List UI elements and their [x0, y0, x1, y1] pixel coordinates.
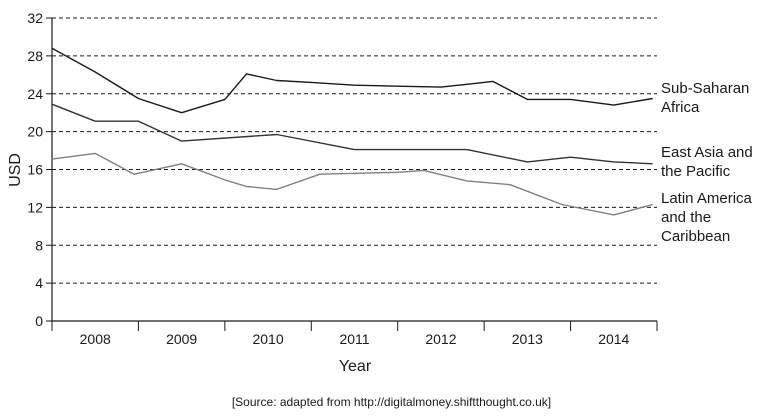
series-label-line: and the	[661, 209, 711, 226]
y-tick-label: 12	[27, 199, 43, 215]
y-tick-label: 24	[27, 86, 43, 102]
series-line-2	[51, 103, 653, 165]
x-tick-label: 2014	[598, 331, 629, 347]
line-chart: 0 4 8 12 16 20 24 28 32 2008 2009 2010 2011 2012 2013…	[7, 10, 753, 375]
series-label-line: Caribbean	[661, 228, 730, 245]
series-label-1: Sub-Saharan Africa	[661, 80, 749, 116]
x-tick-label: 2008	[80, 331, 111, 347]
x-tick-label: 2012	[425, 331, 456, 347]
source-note: [Source: adapted from http://digitalmone…	[231, 395, 552, 409]
series-labels: Sub-Saharan Africa East Asia and the Pacifi…	[661, 80, 753, 245]
axes	[46, 17, 658, 331]
y-tick-label: 16	[27, 162, 43, 178]
series-label-line: the Pacific	[661, 163, 731, 180]
y-tick-labels: 0 4 8 12 16 20 24 28 32	[27, 10, 43, 329]
y-tick-label: 32	[27, 10, 43, 26]
gridlines	[52, 17, 657, 284]
y-tick-label: 0	[35, 313, 43, 329]
series-line-1	[51, 47, 653, 114]
series-label-line: East Asia and	[661, 144, 753, 161]
series-line-3	[51, 152, 653, 216]
series-label-line: Africa	[661, 99, 700, 116]
x-tick-label: 2011	[339, 331, 369, 347]
y-tick-label: 28	[27, 48, 43, 64]
series-label-line: Sub-Saharan	[661, 80, 749, 97]
x-tick-label: 2009	[166, 331, 197, 347]
series-label-3: Latin America and the Caribbean	[661, 190, 753, 245]
y-tick-label: 8	[35, 237, 43, 253]
y-axis-title: USD	[7, 153, 24, 187]
y-tick-label: 4	[35, 275, 43, 291]
series-label-line: Latin America	[661, 190, 753, 207]
x-tick-labels: 2008 2009 2010 2011 2012 2013 2014	[80, 331, 630, 347]
x-tick-label: 2010	[252, 331, 283, 347]
series-lines	[51, 47, 653, 216]
series-label-2: East Asia and the Pacific	[661, 144, 753, 180]
y-tick-label: 20	[27, 124, 43, 140]
x-axis-title: Year	[339, 358, 372, 375]
x-tick-label: 2013	[512, 331, 543, 347]
